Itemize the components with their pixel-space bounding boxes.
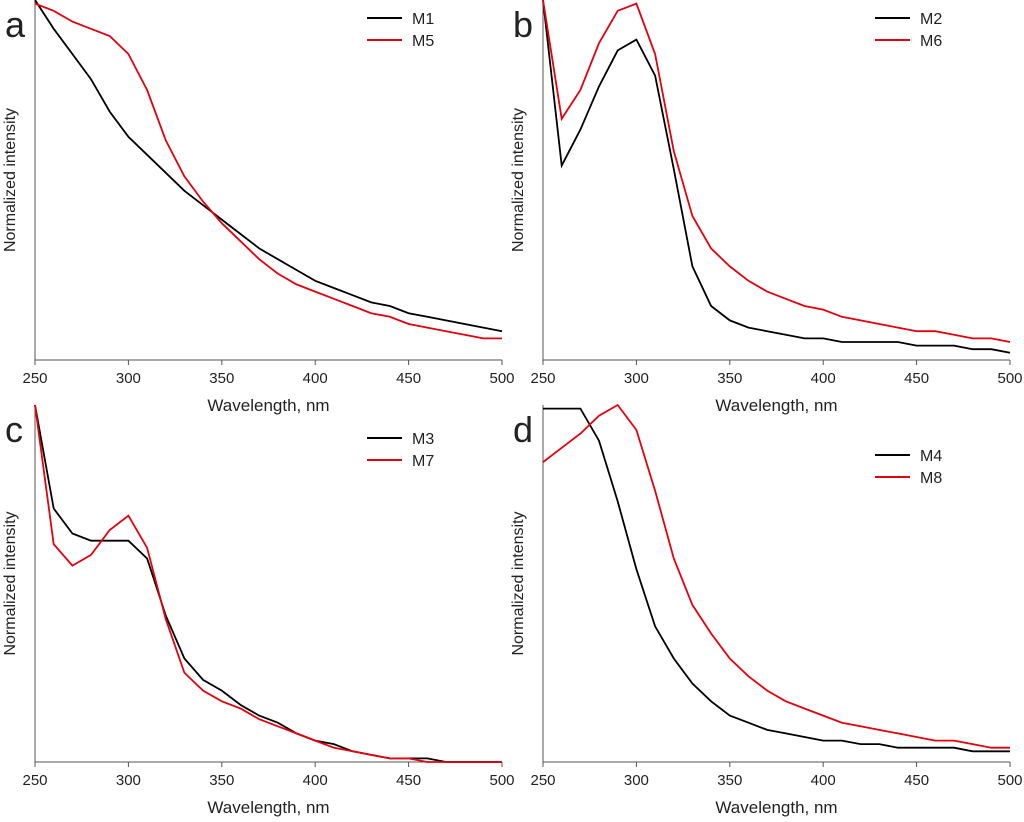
y-axis-label: Normalized intensity: [510, 511, 527, 655]
x-tick-label: 350: [717, 370, 742, 387]
x-tick-label: 400: [811, 370, 836, 387]
panel-label: c: [5, 409, 23, 450]
x-tick-label: 250: [530, 772, 555, 789]
x-tick-label: 250: [22, 370, 47, 387]
x-tick-label: 450: [904, 772, 929, 789]
x-tick-label: 450: [904, 370, 929, 387]
x-tick-label: 500: [489, 370, 514, 387]
panel-label: d: [513, 409, 533, 450]
y-axis-label: Normalized intensity: [2, 108, 19, 252]
x-tick-label: 250: [22, 772, 47, 789]
line: [543, 407, 1010, 753]
x-axis-label: Wavelength, nm: [207, 798, 329, 817]
x-tick-label: 300: [624, 772, 649, 789]
x-tick-label: 400: [811, 772, 836, 789]
x-tick-label: 350: [717, 772, 742, 789]
x-tick-label: 500: [489, 772, 514, 789]
line: [542, 0, 1011, 354]
legend-label: M6: [920, 33, 942, 50]
line: [34, 0, 503, 333]
x-tick-label: 350: [209, 772, 234, 789]
line: [34, 404, 502, 763]
line: [542, 0, 1011, 343]
x-tick-label: 400: [303, 370, 328, 387]
x-tick-label: 300: [116, 772, 141, 789]
x-tick-label: 400: [303, 772, 328, 789]
x-tick-label: 500: [997, 370, 1022, 387]
x-axis-label: Wavelength, nm: [715, 798, 837, 817]
x-tick-label: 500: [997, 772, 1022, 789]
x-tick-label: 250: [530, 370, 555, 387]
line: [34, 404, 502, 763]
x-axis-label: Wavelength, nm: [715, 396, 837, 415]
x-axis-label: Wavelength, nm: [207, 396, 329, 415]
legend-label: M8: [920, 470, 942, 487]
y-axis-label: Normalized intensity: [510, 108, 527, 252]
legend-label: M7: [412, 453, 434, 470]
x-tick-label: 450: [396, 772, 421, 789]
x-tick-label: 350: [209, 370, 234, 387]
legend-label: M1: [412, 11, 434, 28]
legend-label: M2: [920, 11, 942, 28]
line: [542, 403, 1010, 749]
legend-label: M5: [412, 33, 434, 50]
x-tick-label: 450: [396, 370, 421, 387]
x-tick-label: 300: [624, 370, 649, 387]
line: [34, 2, 502, 340]
legend-label: M4: [920, 448, 942, 465]
x-tick-label: 300: [116, 370, 141, 387]
y-axis-label: Normalized intensity: [2, 511, 19, 655]
legend-label: M3: [412, 431, 434, 448]
panel-label: b: [513, 4, 533, 45]
panel-label: a: [5, 4, 26, 45]
